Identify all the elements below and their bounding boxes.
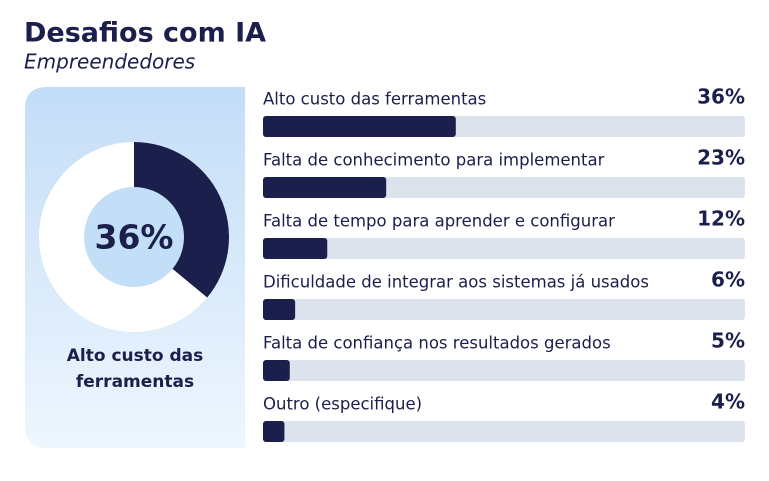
bar xyxy=(263,238,328,259)
bar-track xyxy=(263,360,745,381)
donut-segment xyxy=(134,142,229,298)
donut-hole xyxy=(84,187,184,287)
donut-value-label: 36% xyxy=(95,218,174,257)
bar xyxy=(263,177,387,198)
bar xyxy=(263,116,456,137)
bar-track xyxy=(263,299,745,320)
bar-label: Falta de conhecimento para implementar xyxy=(263,151,605,170)
value-label: 36% xyxy=(697,85,745,109)
value-label: 12% xyxy=(697,207,745,231)
bar-label: Alto custo das ferramentas xyxy=(263,90,486,109)
bar xyxy=(263,421,285,442)
bar-label: Falta de tempo para aprender e configura… xyxy=(263,212,615,231)
value-label: 5% xyxy=(711,329,745,353)
title: Desafios com IA xyxy=(24,18,266,49)
value-label: 6% xyxy=(711,268,745,292)
donut-caption: Alto custo das ferramentas xyxy=(66,346,204,392)
bar xyxy=(263,299,296,320)
value-label: 4% xyxy=(711,390,745,414)
value-label: 23% xyxy=(697,146,745,170)
bar-track xyxy=(263,238,745,259)
subtitle: Empreendedores xyxy=(24,50,195,74)
bar xyxy=(263,360,290,381)
bar-label: Falta de confiança nos resultados gerado… xyxy=(263,334,611,353)
bar-label: Outro (especifique) xyxy=(263,395,422,414)
bar-track xyxy=(263,421,745,442)
bar-label: Dificuldade de integrar aos sistemas já … xyxy=(263,273,649,292)
